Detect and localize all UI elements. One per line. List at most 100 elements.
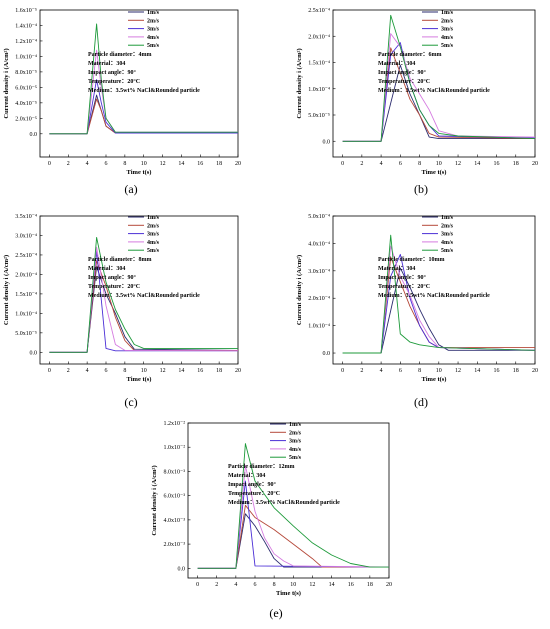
legend-entry: 2m/s	[289, 430, 302, 436]
x-tick-label: 12	[160, 161, 166, 167]
y-tick-label: 3.5x10⁻⁴	[15, 214, 37, 220]
x-tick-label: 4	[380, 161, 383, 167]
panel-caption: (c)	[124, 395, 137, 409]
y-tick-label: 1.0x10⁻⁴	[308, 324, 330, 330]
series-line-1m-s	[49, 266, 239, 353]
series-line-5m-s	[49, 23, 238, 135]
annotation-line: Temperature：20°C	[228, 490, 280, 497]
legend-entry: 1m/s	[441, 215, 454, 221]
y-axis-label: Current density i (A/cm²)	[151, 465, 158, 535]
legend-entry: 1m/s	[289, 422, 302, 428]
legend-entry: 1m/s	[441, 10, 454, 16]
annotation-line: Material：304	[228, 472, 265, 479]
chart-panel-3: 0 2 4 6 8 10 12 14 16 18 20 0.0 1.0x10⁻⁴ 2.0x10⁻⁴ 3.0x…	[296, 214, 538, 409]
x-tick-label: 14	[178, 161, 184, 167]
legend-entry: 3m/s	[147, 27, 160, 33]
x-tick-label: 6	[105, 161, 108, 167]
x-tick-label: 16	[494, 368, 500, 374]
y-tick-label: 1.5x10⁻⁴	[15, 292, 37, 298]
x-tick-label: 10	[141, 161, 147, 167]
x-axis-label: Time t(s)	[422, 376, 447, 383]
legend-entry: 5m/s	[441, 248, 454, 254]
y-tick-label: 1.2x10⁻²	[164, 421, 186, 427]
x-tick-label: 14	[329, 582, 335, 588]
x-tick-label: 8	[418, 368, 421, 374]
x-tick-label: 10	[436, 161, 442, 167]
annotation-line: Temperature：20°C	[378, 78, 430, 85]
annotation-line: Material：304	[88, 265, 125, 272]
y-tick-label: 0.0	[30, 350, 38, 356]
x-tick-label: 20	[532, 161, 538, 167]
x-tick-label: 16	[348, 582, 354, 588]
series-line-3m-s	[49, 250, 238, 353]
annotation-line: Medium：3.5wt% NaCl&Rounded particle	[228, 499, 340, 506]
y-tick-label: 2.0x10⁻⁴	[15, 272, 37, 278]
x-tick-label: 8	[273, 582, 276, 588]
y-tick-label: 4.0x10⁻⁵	[15, 101, 37, 107]
x-tick-label: 6	[254, 582, 257, 588]
series-line-2m-s	[342, 47, 536, 142]
panel-caption: (a)	[124, 182, 137, 196]
series-line-3m-s	[197, 480, 390, 569]
legend-entry: 5m/s	[147, 43, 160, 49]
series-line-2m-s	[49, 98, 238, 135]
x-tick-label: 0	[48, 161, 51, 167]
annotation-line: Impact angle：90°	[88, 274, 136, 281]
x-tick-label: 10	[436, 368, 442, 374]
annotation-line: Temperature：20°C	[88, 283, 140, 290]
plot-frame	[39, 9, 239, 158]
x-tick-label: 20	[386, 582, 392, 588]
y-tick-label: 2.5x10⁻⁴	[308, 8, 330, 14]
x-tick-label: 12	[160, 368, 166, 374]
y-axis-label: Current density i (A/cm²)	[296, 48, 303, 118]
legend-entry: 4m/s	[147, 35, 160, 41]
y-axis-label: Current density i (A/cm²)	[3, 48, 10, 118]
legend-entry: 5m/s	[441, 43, 454, 49]
annotation-line: Medium：3.5wt% NaCl&Rounded particle	[378, 87, 490, 94]
y-tick-label: 0.0	[178, 566, 186, 572]
annotation-line: Medium：3.5wt% NaCl&Rounded particle	[88, 87, 200, 94]
x-tick-label: 0	[341, 368, 344, 374]
x-tick-label: 2	[67, 368, 70, 374]
legend-entry: 3m/s	[289, 439, 302, 445]
x-axis-label: Time t(s)	[127, 376, 152, 383]
series-line-1m-s	[342, 267, 535, 354]
x-axis-label: Time t(s)	[276, 590, 301, 597]
legend-entry: 4m/s	[441, 35, 454, 41]
x-tick-label: 20	[235, 161, 241, 167]
y-tick-label: 5.0x10⁻⁵	[15, 331, 37, 337]
x-tick-label: 20	[235, 368, 241, 374]
annotation-line: Material：304	[378, 265, 415, 272]
series-line-5m-s	[197, 443, 389, 569]
series-line-4m-s	[197, 464, 390, 569]
x-tick-label: 8	[123, 161, 126, 167]
annotation-line: Particle diameter：8mm	[88, 256, 151, 263]
series-line-1m-s	[49, 94, 238, 135]
legend-entry: 1m/s	[147, 215, 160, 221]
annotation-line: Particle diameter：10mm	[378, 256, 444, 263]
x-tick-label: 20	[532, 368, 538, 374]
legend-entry: 2m/s	[147, 223, 160, 229]
x-tick-label: 0	[341, 161, 344, 167]
x-tick-label: 0	[48, 368, 51, 374]
y-tick-label: 1.0x10⁻⁴	[15, 54, 37, 60]
x-axis-label: Time t(s)	[422, 169, 447, 176]
plot-frame	[332, 215, 536, 365]
y-tick-label: 2.5x10⁻⁴	[15, 253, 37, 259]
y-tick-label: 5.0x10⁻⁴	[308, 214, 330, 220]
x-tick-label: 14	[178, 368, 184, 374]
y-tick-label: 0.0	[323, 351, 331, 357]
x-tick-label: 10	[141, 368, 147, 374]
x-tick-label: 4	[86, 368, 89, 374]
chart-panel-2: 0 2 4 6 8 10 12 14 16 18 20 0.0 5.0x10⁻⁵ 1.0x10⁻⁴ 1.5x…	[3, 214, 241, 409]
x-tick-label: 12	[309, 582, 315, 588]
annotation-line: Temperature：20°C	[378, 283, 430, 290]
annotation-line: Medium：3.5wt% NaCl&Rounded particle	[378, 292, 490, 299]
x-tick-label: 10	[290, 582, 296, 588]
legend-entry: 4m/s	[441, 240, 454, 246]
series-line-5m-s	[342, 234, 536, 354]
y-tick-label: 5.0x10⁻⁵	[308, 113, 330, 119]
series-line-2m-s	[49, 260, 238, 353]
x-tick-label: 6	[399, 161, 402, 167]
